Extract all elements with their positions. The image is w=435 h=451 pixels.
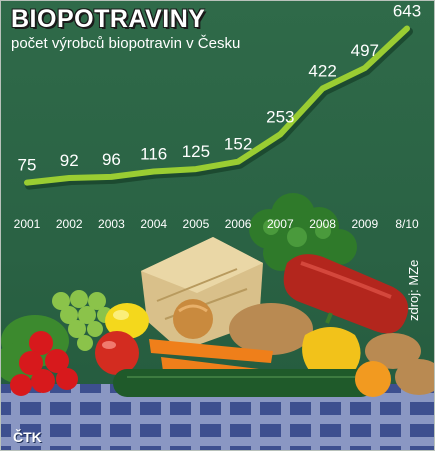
data-label: 643 xyxy=(393,2,421,21)
data-label: 253 xyxy=(266,107,294,126)
chart-subtitle: počet výrobců biopotravin v Česku xyxy=(11,35,241,52)
data-label: 152 xyxy=(224,135,252,154)
salami xyxy=(283,254,409,334)
source-label: zdroj: MZe xyxy=(406,259,421,321)
grapes xyxy=(52,290,113,351)
x-tick-label: 8/10 xyxy=(395,217,419,231)
cherry-tomatoes xyxy=(10,331,78,396)
x-tick-label: 2003 xyxy=(98,217,125,231)
onion xyxy=(173,299,213,339)
orange xyxy=(355,361,391,397)
x-tick-label: 2001 xyxy=(14,217,41,231)
x-tick-label: 2009 xyxy=(351,217,378,231)
data-label: 116 xyxy=(140,145,167,164)
x-tick-label: 2002 xyxy=(56,217,83,231)
cucumber xyxy=(113,369,375,397)
food-illustration xyxy=(1,193,434,450)
data-label: 497 xyxy=(351,41,379,60)
data-label: 125 xyxy=(182,142,210,161)
lemon xyxy=(105,303,149,339)
tablecloth-pattern xyxy=(1,384,434,450)
data-label: 92 xyxy=(60,151,79,170)
x-tick-label: 2004 xyxy=(140,217,167,231)
series-line-shadow xyxy=(25,27,413,190)
chart-ticks-layer: 2001 2002 2003 2004 2005 2006 2007 2008 2009 8/10 xyxy=(14,217,419,231)
series-line xyxy=(24,25,410,186)
x-tick-label: 2006 xyxy=(225,217,252,231)
chart-labels-layer: 75 92 96 116 125 152 253 422 497 643 xyxy=(18,2,422,175)
x-tick-label: 2008 xyxy=(309,217,336,231)
yellow-pepper xyxy=(302,312,361,380)
chart-line-layer xyxy=(24,25,413,190)
x-tick-label: 2007 xyxy=(267,217,294,231)
data-label: 75 xyxy=(18,156,37,175)
data-label: 96 xyxy=(102,150,121,169)
agency-credit: ČTK xyxy=(13,429,42,445)
x-tick-label: 2005 xyxy=(183,217,210,231)
chart-title: BIOPOTRAVINY xyxy=(11,5,206,33)
broccoli xyxy=(249,193,357,271)
data-label: 422 xyxy=(308,62,336,81)
potatoes xyxy=(229,303,434,395)
tomato xyxy=(95,331,139,375)
